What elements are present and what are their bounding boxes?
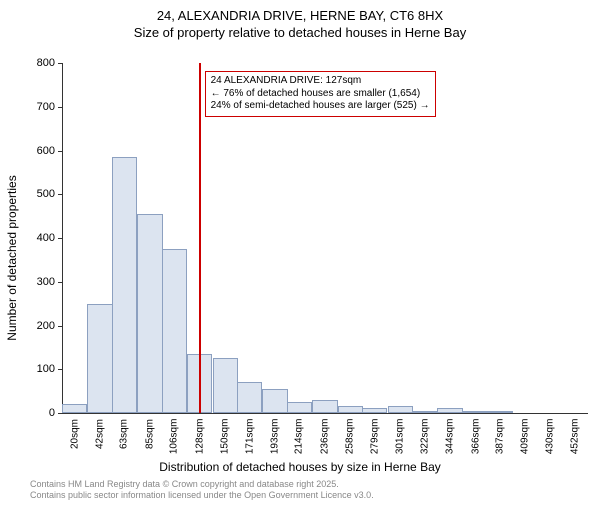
xtick-label: 366sqm bbox=[470, 419, 481, 455]
histogram-bar bbox=[487, 411, 512, 413]
xtick-label: 236sqm bbox=[319, 419, 330, 455]
histogram-bar bbox=[237, 382, 262, 413]
annotation-box: 24 ALEXANDRIA DRIVE: 127sqm← 76% of deta… bbox=[205, 71, 436, 117]
chart-title: 24, ALEXANDRIA DRIVE, HERNE BAY, CT6 8HX… bbox=[0, 8, 600, 42]
ytick-mark bbox=[58, 282, 63, 283]
plot-area: 010020030040050060070080020sqm42sqm63sqm… bbox=[62, 63, 588, 414]
ytick-label: 800 bbox=[37, 57, 55, 69]
ytick-label: 400 bbox=[37, 232, 55, 244]
xtick-label: 387sqm bbox=[494, 419, 505, 455]
histogram-bar bbox=[388, 406, 413, 413]
ytick-mark bbox=[58, 63, 63, 64]
ytick-label: 200 bbox=[37, 320, 55, 332]
xtick-label: 258sqm bbox=[345, 419, 356, 455]
ytick-mark bbox=[58, 413, 63, 414]
ytick-label: 700 bbox=[37, 101, 55, 113]
histogram-bar bbox=[62, 404, 87, 413]
ytick-mark bbox=[58, 107, 63, 108]
ytick-label: 300 bbox=[37, 276, 55, 288]
ytick-mark bbox=[58, 369, 63, 370]
xtick-label: 322sqm bbox=[419, 419, 430, 455]
xtick-label: 214sqm bbox=[294, 419, 305, 455]
histogram-bar bbox=[162, 249, 187, 413]
xtick-label: 193sqm bbox=[270, 419, 281, 455]
ytick-label: 600 bbox=[37, 145, 55, 157]
histogram-bar bbox=[213, 358, 238, 413]
xtick-label: 42sqm bbox=[95, 419, 106, 449]
title-line-1: 24, ALEXANDRIA DRIVE, HERNE BAY, CT6 8HX bbox=[0, 8, 600, 25]
xtick-label: 106sqm bbox=[169, 419, 180, 455]
histogram-bar bbox=[262, 389, 287, 413]
ytick-mark bbox=[58, 238, 63, 239]
histogram-bar bbox=[412, 411, 437, 413]
ytick-label: 100 bbox=[37, 363, 55, 375]
annotation-line: 24 ALEXANDRIA DRIVE: 127sqm bbox=[211, 75, 430, 88]
xtick-label: 63sqm bbox=[119, 419, 130, 449]
histogram-bar bbox=[338, 406, 363, 413]
ytick-mark bbox=[58, 194, 63, 195]
xtick-label: 409sqm bbox=[520, 419, 531, 455]
footnote-line-2: Contains public sector information licen… bbox=[30, 490, 374, 502]
ytick-label: 0 bbox=[49, 407, 55, 419]
chart-container: 24, ALEXANDRIA DRIVE, HERNE BAY, CT6 8HX… bbox=[0, 8, 600, 508]
xtick-label: 128sqm bbox=[194, 419, 205, 455]
xtick-label: 452sqm bbox=[570, 419, 581, 455]
histogram-bar bbox=[312, 400, 337, 413]
ytick-mark bbox=[58, 326, 63, 327]
xtick-label: 279sqm bbox=[369, 419, 380, 455]
xtick-label: 150sqm bbox=[220, 419, 231, 455]
x-axis-label: Distribution of detached houses by size … bbox=[159, 460, 441, 474]
y-axis-label: Number of detached properties bbox=[5, 175, 19, 340]
histogram-bar bbox=[362, 408, 387, 413]
reference-line bbox=[199, 63, 201, 413]
annotation-line: ← 76% of detached houses are smaller (1,… bbox=[211, 88, 430, 101]
ytick-label: 500 bbox=[37, 188, 55, 200]
footnote: Contains HM Land Registry data © Crown c… bbox=[30, 479, 374, 502]
histogram-bar bbox=[437, 408, 462, 413]
xtick-label: 344sqm bbox=[445, 419, 456, 455]
annotation-line: 24% of semi-detached houses are larger (… bbox=[211, 100, 430, 113]
chart-area: 010020030040050060070080020sqm42sqm63sqm… bbox=[62, 63, 587, 413]
histogram-bar bbox=[463, 411, 488, 413]
xtick-label: 85sqm bbox=[144, 419, 155, 449]
footnote-line-1: Contains HM Land Registry data © Crown c… bbox=[30, 479, 374, 491]
histogram-bar bbox=[287, 402, 312, 413]
title-line-2: Size of property relative to detached ho… bbox=[0, 25, 600, 42]
ytick-mark bbox=[58, 151, 63, 152]
xtick-label: 20sqm bbox=[69, 419, 80, 449]
xtick-label: 171sqm bbox=[244, 419, 255, 455]
histogram-bar bbox=[87, 304, 112, 413]
xtick-label: 301sqm bbox=[395, 419, 406, 455]
histogram-bar bbox=[112, 157, 137, 413]
xtick-label: 430sqm bbox=[544, 419, 555, 455]
histogram-bar bbox=[137, 214, 162, 413]
